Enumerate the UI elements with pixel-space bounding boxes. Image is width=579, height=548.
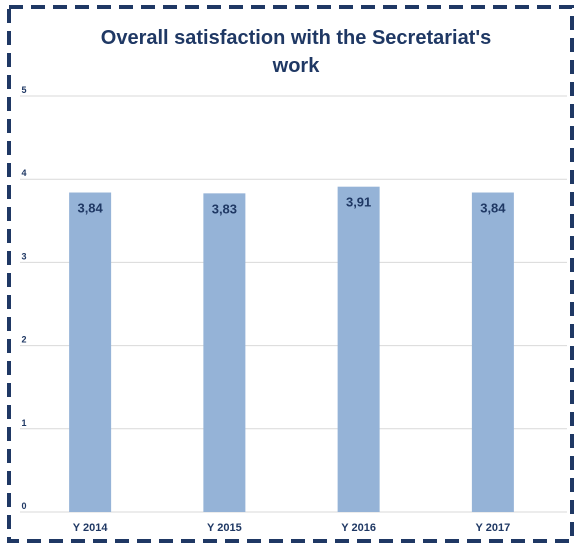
- y-tick-label: 5: [21, 85, 26, 95]
- y-tick-label: 1: [21, 418, 26, 428]
- chart-title-line-2: work: [272, 55, 321, 77]
- chart-title-line-1: Overall satisfaction with the Secretaria…: [101, 27, 491, 49]
- chart-frame: [7, 5, 574, 543]
- y-tick-label: 0: [21, 501, 26, 511]
- bar: [203, 193, 246, 512]
- y-axis-ticks: 0 1 2 3 4 5: [21, 85, 26, 511]
- x-tick-label: Y 2015: [207, 522, 242, 534]
- bar: [471, 192, 514, 512]
- x-tick-label: Y 2016: [341, 522, 376, 534]
- y-tick-label: 4: [21, 168, 26, 178]
- y-tick-label: 3: [21, 251, 26, 261]
- data-labels: 3,84 3,83 3,91 3,84: [77, 195, 506, 217]
- bar: [69, 192, 112, 512]
- x-axis-ticks: Y 2014 Y 2015 Y 2016 Y 2017: [73, 522, 510, 534]
- x-tick-label: Y 2014: [73, 522, 109, 534]
- data-label: 3,84: [480, 201, 506, 216]
- y-tick-label: 2: [21, 335, 26, 345]
- bars: [69, 186, 514, 513]
- data-label: 3,84: [77, 201, 103, 216]
- data-label: 3,91: [346, 195, 371, 210]
- bar: [337, 186, 380, 513]
- x-tick-label: Y 2017: [476, 522, 511, 534]
- data-label: 3,83: [212, 201, 237, 216]
